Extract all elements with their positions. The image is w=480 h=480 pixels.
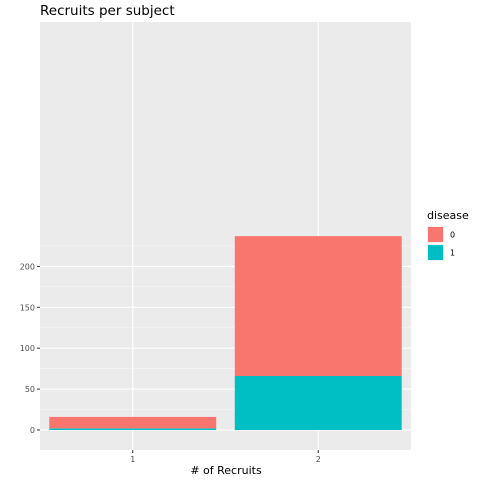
y-tick-label-50: 50 [25, 385, 35, 394]
bar-1-disease-0 [49, 416, 217, 429]
chart-title: Recruits per subject [40, 3, 175, 19]
legend-key-0 [428, 227, 443, 242]
y-axis: 0 50 100 150 200 [20, 262, 40, 435]
bar-1-disease-1 [49, 428, 217, 430]
x-tick-label-1: 1 [130, 455, 135, 464]
x-tick-label-2: 2 [316, 455, 321, 464]
legend-key-1 [428, 245, 443, 260]
bars [49, 236, 402, 430]
y-tick-label-150: 150 [20, 303, 35, 312]
legend-label-1: 1 [450, 249, 455, 258]
legend: disease 0 1 [427, 209, 469, 261]
legend-label-0: 0 [450, 231, 455, 240]
legend-title: disease [427, 209, 469, 222]
y-tick-label-100: 100 [20, 344, 35, 353]
y-tick-label-200: 200 [20, 262, 35, 271]
bar-2-disease-1 [234, 376, 402, 430]
y-tick-label-0: 0 [30, 426, 35, 435]
x-axis-label: # of Recruits [190, 464, 262, 477]
bar-2-disease-0 [234, 236, 402, 377]
